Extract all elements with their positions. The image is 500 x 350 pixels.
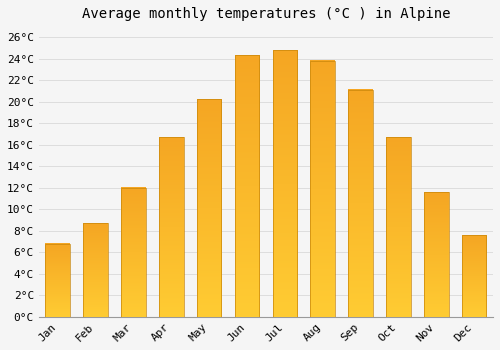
Bar [310,61,335,317]
Bar [159,137,184,317]
Bar [197,99,222,317]
Bar [121,188,146,317]
Bar [424,192,448,317]
Title: Average monthly temperatures (°C ) in Alpine: Average monthly temperatures (°C ) in Al… [82,7,450,21]
Bar [386,137,410,317]
Bar [84,223,108,317]
Bar [272,50,297,317]
Bar [234,55,260,317]
Bar [462,235,486,317]
Bar [46,244,70,317]
Bar [348,90,373,317]
